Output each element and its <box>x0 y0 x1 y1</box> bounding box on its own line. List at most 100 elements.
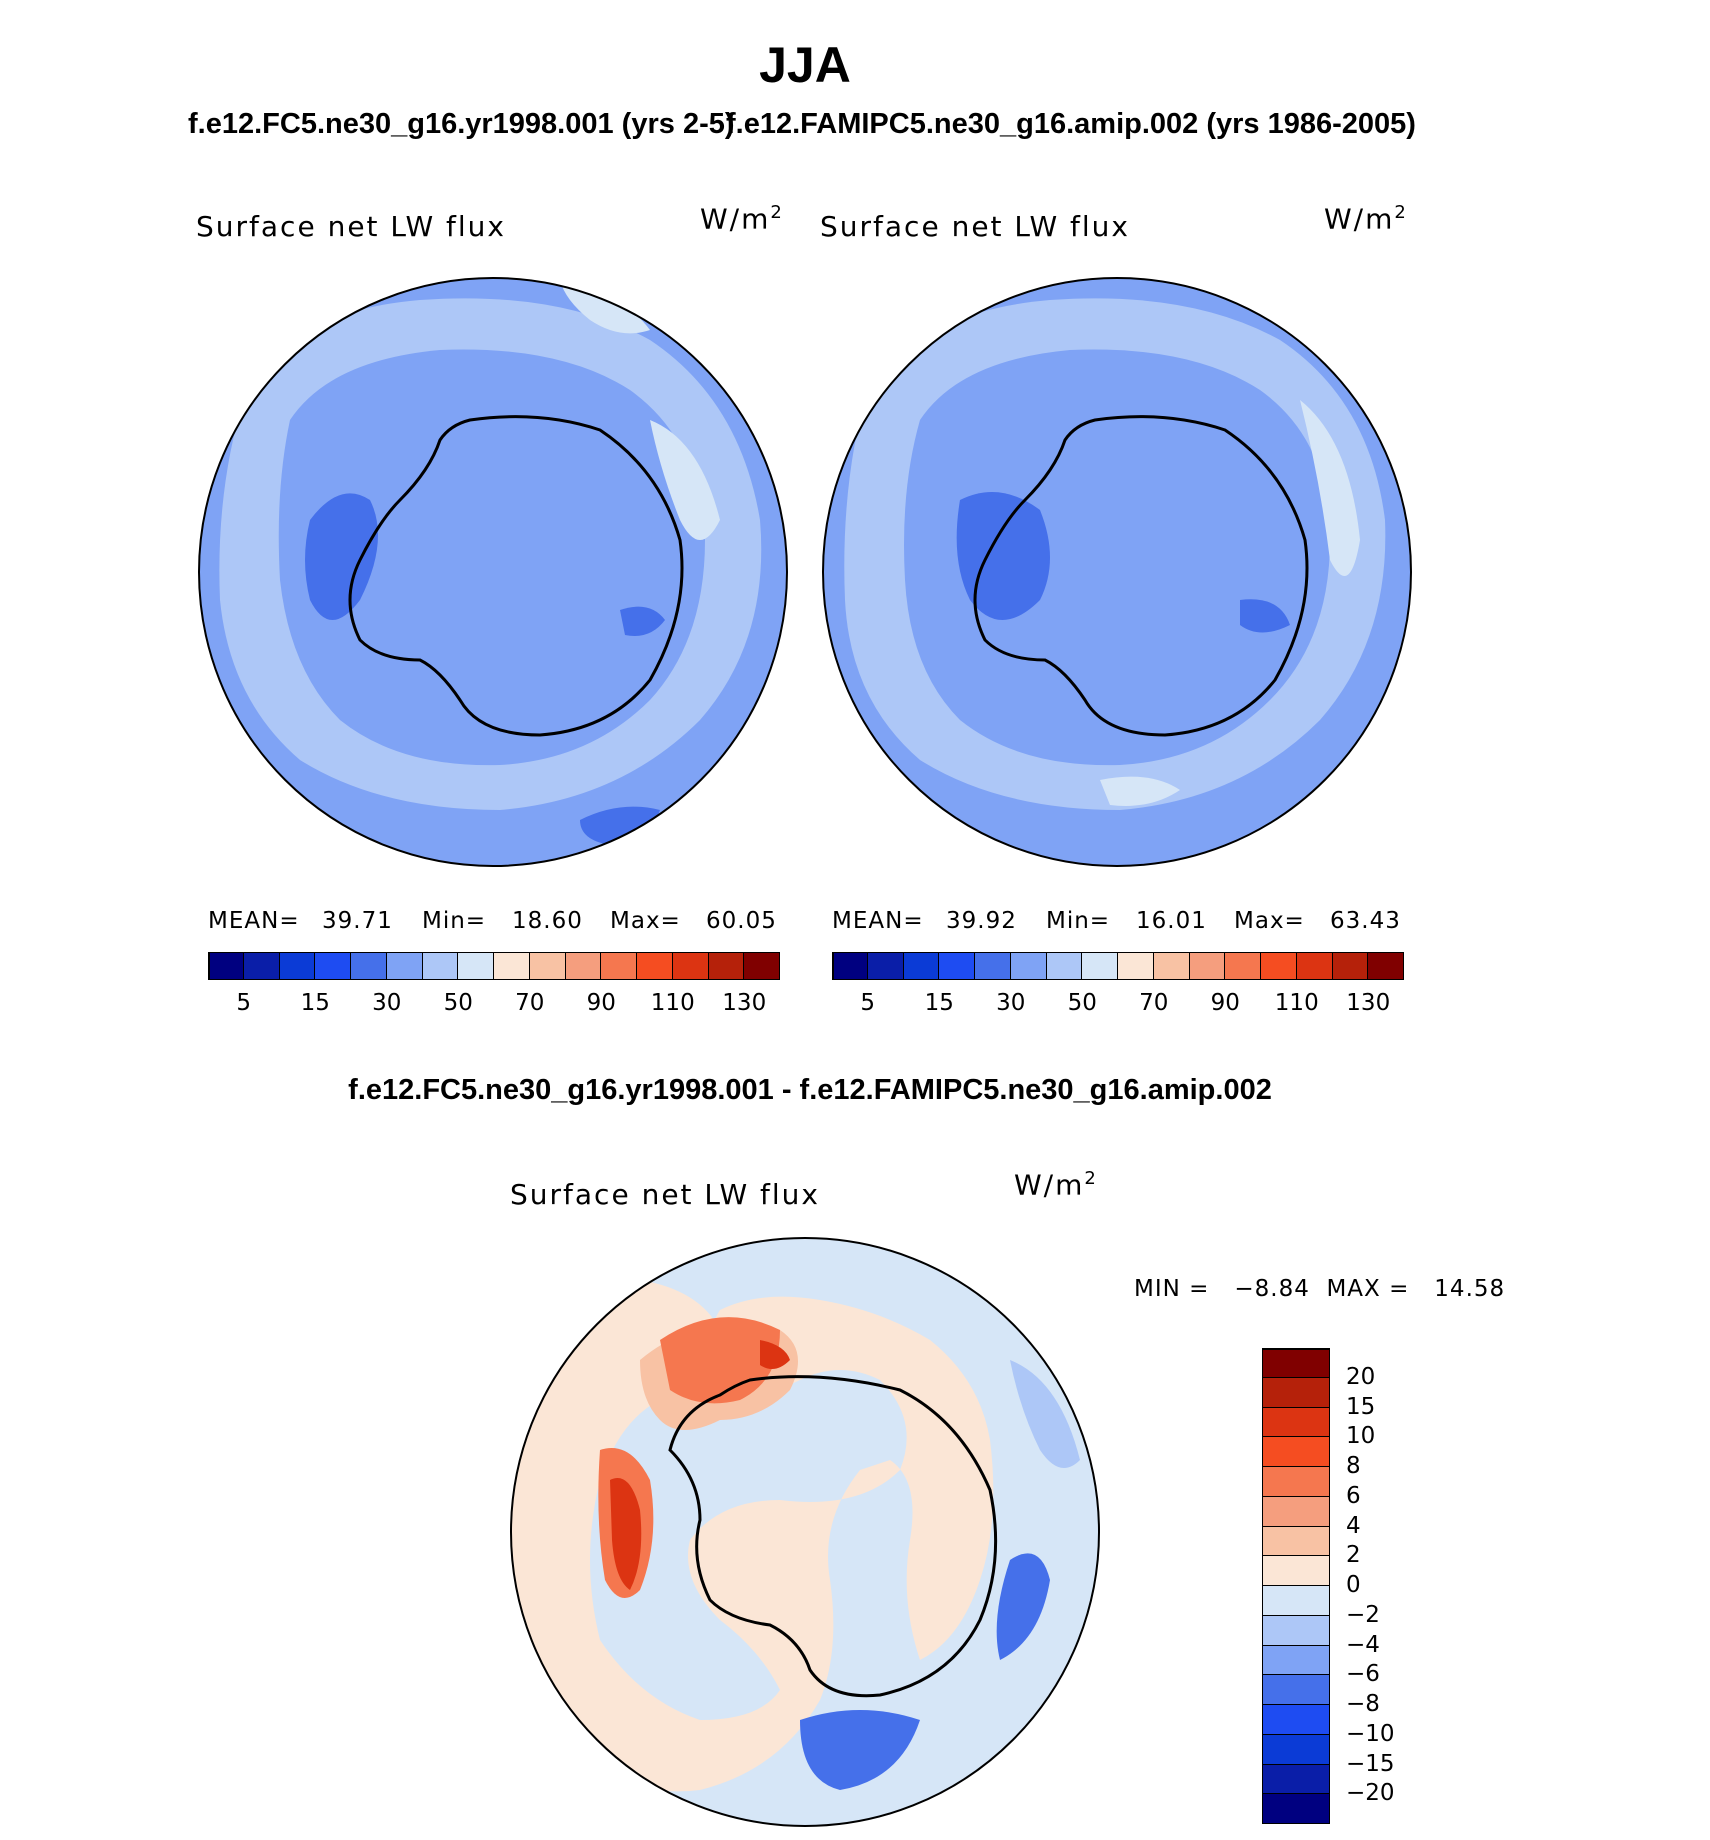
diff-colorbar-tick-label: −8 <box>1346 1691 1380 1717</box>
right-colorbar-swatch <box>975 952 1011 980</box>
left-colorbar-tick-label: 110 <box>650 990 695 1016</box>
left-colorbar-swatch <box>494 952 530 980</box>
left-colorbar-tick-label: 30 <box>372 990 402 1016</box>
diff-colorbar-swatch <box>1262 1407 1330 1438</box>
right-colorbar-swatch <box>832 952 868 980</box>
diff-colorbar <box>1262 1348 1330 1824</box>
left-colorbar-tick-label: 70 <box>515 990 545 1016</box>
diff-stats: MIN = −8.84 MAX = 14.58 <box>1134 1276 1506 1302</box>
left-units-label: W/m2 <box>700 202 784 236</box>
diff-colorbar-swatch <box>1262 1586 1330 1616</box>
right-case-title: f.e12.FAMIPC5.ne30_g16.amip.002 (yrs 198… <box>726 108 1416 140</box>
right-colorbar-swatch <box>1189 952 1226 980</box>
right-colorbar-tick-label: 5 <box>860 990 876 1016</box>
right-variable-label: Surface net LW flux <box>820 210 1130 243</box>
right-max-label: Max= <box>1234 908 1305 934</box>
left-max-value: 60.05 <box>706 908 777 934</box>
diff-title: f.e12.FC5.ne30_g16.yr1998.001 - f.e12.FA… <box>348 1074 1272 1106</box>
right-colorbar-tick-label: 130 <box>1346 990 1391 1016</box>
diff-colorbar-swatch <box>1262 1705 1330 1735</box>
right-colorbar-swatch <box>1082 952 1118 980</box>
left-colorbar-swatch <box>601 952 637 980</box>
right-colorbar-swatch <box>903 952 940 980</box>
left-colorbar-swatch <box>708 952 745 980</box>
diff-colorbar-swatch <box>1262 1437 1330 1467</box>
right-colorbar-swatch <box>1261 952 1297 980</box>
left-colorbar-ticks: 5 15 30 50 70 90 110 130 <box>208 990 780 1020</box>
right-colorbar-swatch <box>1153 952 1190 980</box>
right-min-value: 16.01 <box>1136 908 1207 934</box>
left-mean-label: MEAN= <box>208 908 300 934</box>
left-colorbar-swatch <box>315 952 351 980</box>
left-colorbar-swatch <box>243 952 280 980</box>
diff-colorbar-tick-label: 20 <box>1346 1363 1376 1390</box>
left-colorbar-swatch <box>422 952 459 980</box>
left-colorbar-swatch <box>351 952 387 980</box>
left-colorbar-tick-label: 90 <box>586 990 616 1016</box>
diff-colorbar-swatch <box>1262 1526 1330 1557</box>
diff-colorbar-tick-label: −15 <box>1346 1750 1395 1777</box>
diff-variable-label: Surface net LW flux <box>510 1178 820 1211</box>
left-colorbar-tick-label: 15 <box>300 990 330 1016</box>
diff-colorbar-swatch <box>1262 1556 1330 1586</box>
page-title: JJA <box>759 37 851 93</box>
right-min-label: Min= <box>1046 908 1111 934</box>
left-max-label: Max= <box>610 908 681 934</box>
right-units-label: W/m2 <box>1324 202 1408 236</box>
left-variable-label: Surface net LW flux <box>196 210 506 243</box>
diff-colorbar-ticks: 20 15 10 8 6 4 2 0 −2 −4 −6 −8 −10 −15 −20 <box>1346 1348 1446 1824</box>
diff-colorbar-swatch <box>1262 1348 1330 1378</box>
diff-colorbar-swatch <box>1262 1764 1330 1795</box>
right-colorbar <box>832 952 1404 980</box>
left-min-label: Min= <box>422 908 487 934</box>
diff-colorbar-tick-label: 8 <box>1346 1453 1361 1479</box>
left-colorbar-swatch <box>744 952 780 980</box>
right-colorbar-swatch <box>1225 952 1261 980</box>
diff-colorbar-tick-label: −10 <box>1346 1720 1395 1747</box>
left-case-title: f.e12.FC5.ne30_g16.yr1998.001 (yrs 2-5) <box>188 108 735 140</box>
diff-colorbar-swatch <box>1262 1794 1330 1824</box>
diff-colorbar-swatch <box>1262 1496 1330 1527</box>
diff-colorbar-tick-label: 2 <box>1346 1542 1361 1569</box>
diff-units-label: W/m2 <box>1014 1168 1098 1202</box>
left-colorbar-swatch <box>386 952 423 980</box>
right-colorbar-swatch <box>867 952 904 980</box>
diff-colorbar-tick-label: 4 <box>1346 1512 1361 1539</box>
left-colorbar-swatch <box>637 952 673 980</box>
left-colorbar-tick-label: 130 <box>722 990 767 1016</box>
left-colorbar <box>208 952 780 980</box>
diff-colorbar-swatch <box>1262 1675 1330 1705</box>
right-mean-value: 39.92 <box>946 908 1017 934</box>
right-colorbar-tick-label: 70 <box>1139 990 1169 1016</box>
diff-colorbar-swatch <box>1262 1645 1330 1676</box>
diff-colorbar-swatch <box>1262 1377 1330 1408</box>
right-colorbar-swatch <box>939 952 975 980</box>
diff-colorbar-tick-label: 0 <box>1346 1572 1361 1598</box>
left-colorbar-tick-label: 5 <box>236 990 252 1016</box>
right-max-value: 63.43 <box>1330 908 1401 934</box>
right-colorbar-swatch <box>1368 952 1404 980</box>
diff-colorbar-tick-label: 6 <box>1346 1482 1361 1509</box>
right-colorbar-tick-label: 90 <box>1210 990 1240 1016</box>
right-colorbar-ticks: 5 15 30 50 70 90 110 130 <box>832 990 1404 1020</box>
right-colorbar-tick-label: 110 <box>1274 990 1319 1016</box>
left-colorbar-swatch <box>458 952 494 980</box>
right-colorbar-swatch <box>1046 952 1083 980</box>
diff-colorbar-tick-label: −6 <box>1346 1661 1380 1688</box>
diff-colorbar-tick-label: 10 <box>1346 1423 1376 1450</box>
left-min-value: 18.60 <box>512 908 583 934</box>
left-mean-value: 39.71 <box>322 908 393 934</box>
right-colorbar-tick-label: 50 <box>1067 990 1097 1016</box>
left-colorbar-swatch <box>672 952 709 980</box>
right-colorbar-swatch <box>1118 952 1154 980</box>
diff-colorbar-tick-label: −4 <box>1346 1631 1380 1658</box>
diff-colorbar-swatch <box>1262 1615 1330 1646</box>
left-colorbar-tick-label: 50 <box>443 990 473 1016</box>
right-colorbar-tick-label: 30 <box>996 990 1026 1016</box>
diff-colorbar-tick-label: 15 <box>1346 1393 1376 1420</box>
left-colorbar-swatch <box>565 952 602 980</box>
right-colorbar-swatch <box>1296 952 1333 980</box>
left-colorbar-swatch <box>208 952 244 980</box>
diff-colorbar-tick-label: −2 <box>1346 1601 1380 1628</box>
left-colorbar-swatch <box>529 952 566 980</box>
